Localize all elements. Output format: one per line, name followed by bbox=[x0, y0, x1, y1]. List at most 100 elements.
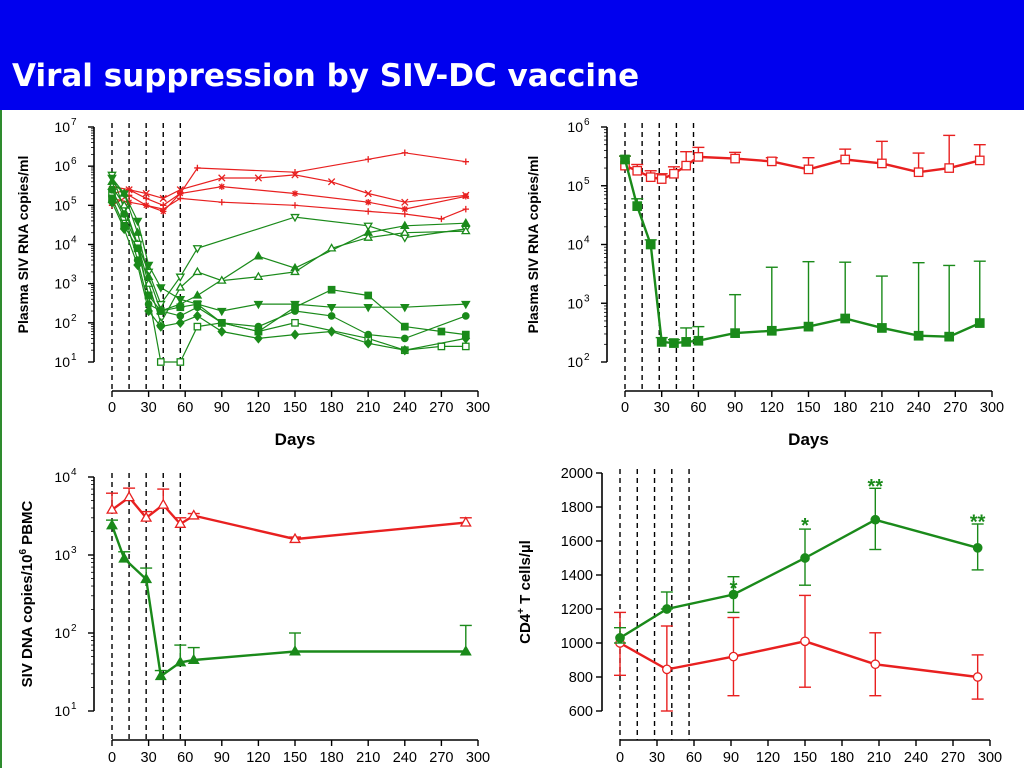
data-point bbox=[400, 345, 410, 356]
x-tick-label: 270 bbox=[429, 400, 453, 416]
data-point bbox=[119, 190, 130, 199]
data-point bbox=[400, 334, 409, 343]
data-point bbox=[119, 200, 130, 209]
data-point bbox=[192, 266, 203, 276]
data-point bbox=[156, 358, 165, 366]
data-point bbox=[254, 174, 263, 182]
data-point bbox=[132, 217, 143, 227]
data-point bbox=[290, 266, 300, 276]
x-tick-label: 180 bbox=[319, 400, 343, 416]
data-point bbox=[156, 307, 165, 315]
x-tick-label: 0 bbox=[108, 400, 116, 416]
data-point bbox=[253, 271, 264, 280]
data-point bbox=[327, 312, 336, 320]
data-point bbox=[290, 329, 300, 340]
data-point bbox=[461, 333, 471, 344]
y-tick-exponent: 4 bbox=[71, 235, 77, 246]
data-point bbox=[462, 158, 469, 165]
y-axis-label: Plasma SIV RNA copies/ml bbox=[15, 156, 31, 334]
y-tick-exponent: 6 bbox=[71, 156, 77, 167]
data-point bbox=[108, 185, 116, 194]
data-point bbox=[156, 321, 166, 332]
data-point bbox=[253, 300, 264, 310]
data-point bbox=[254, 322, 263, 331]
data-point bbox=[253, 251, 264, 260]
data-point bbox=[193, 303, 202, 312]
series-line bbox=[111, 185, 466, 213]
data-point bbox=[143, 261, 154, 271]
data-point bbox=[176, 358, 185, 366]
data-point bbox=[461, 342, 470, 351]
data-point bbox=[437, 327, 446, 336]
series-control bbox=[108, 171, 470, 206]
data-point bbox=[192, 245, 203, 254]
data-point bbox=[216, 275, 227, 284]
x-tick-label: 30 bbox=[141, 400, 157, 416]
data-point bbox=[462, 205, 469, 213]
y-tick-label: 10 bbox=[54, 237, 70, 253]
series-line bbox=[111, 201, 466, 351]
data-point bbox=[254, 333, 263, 344]
data-point bbox=[142, 189, 150, 198]
data-point bbox=[291, 171, 299, 179]
data-point bbox=[216, 307, 227, 317]
data-point bbox=[401, 149, 408, 156]
x-tick-label: 90 bbox=[214, 400, 230, 416]
data-point bbox=[132, 227, 143, 236]
y-tick-label: 10 bbox=[54, 197, 70, 213]
data-point bbox=[155, 284, 166, 293]
data-point bbox=[176, 303, 185, 312]
data-point bbox=[291, 202, 299, 209]
y-tick-exponent: 3 bbox=[71, 274, 77, 285]
series-line bbox=[111, 177, 466, 312]
data-point bbox=[327, 326, 336, 337]
data-point bbox=[363, 338, 373, 349]
data-point bbox=[401, 198, 409, 206]
series-line bbox=[111, 174, 466, 203]
series-vaccinated bbox=[107, 197, 471, 356]
data-point bbox=[460, 225, 471, 235]
data-point bbox=[218, 174, 226, 182]
data-point bbox=[291, 307, 299, 315]
data-point bbox=[159, 194, 167, 203]
x-tick-label: 120 bbox=[246, 400, 270, 416]
data-point bbox=[399, 220, 410, 230]
title-bar bbox=[0, 0, 1024, 110]
data-point bbox=[175, 282, 186, 291]
data-point bbox=[217, 318, 226, 327]
data-point bbox=[142, 202, 150, 209]
data-point bbox=[364, 330, 373, 339]
data-point bbox=[175, 317, 185, 328]
y-tick-label: 10 bbox=[54, 354, 70, 370]
data-point bbox=[290, 213, 300, 223]
y-tick-label: 10 bbox=[54, 158, 70, 174]
y-tick-exponent: 1 bbox=[71, 352, 77, 363]
data-point bbox=[363, 232, 374, 241]
series-line bbox=[111, 152, 466, 206]
data-point bbox=[175, 273, 186, 282]
data-point bbox=[363, 222, 374, 231]
data-point bbox=[218, 183, 225, 190]
data-point bbox=[217, 326, 227, 337]
data-point bbox=[193, 310, 202, 322]
y-tick-exponent: 2 bbox=[71, 313, 77, 324]
data-point bbox=[364, 291, 373, 300]
data-point bbox=[462, 193, 469, 200]
data-point bbox=[401, 210, 408, 218]
x-tick-label: 210 bbox=[356, 400, 380, 416]
data-point bbox=[107, 197, 117, 208]
series-vaccinated bbox=[107, 174, 471, 317]
data-point bbox=[365, 199, 372, 206]
data-point bbox=[192, 290, 203, 299]
data-point bbox=[327, 285, 336, 294]
data-point bbox=[160, 205, 167, 213]
data-point bbox=[107, 174, 117, 184]
y-tick-label: 10 bbox=[54, 119, 70, 135]
data-point bbox=[144, 305, 153, 317]
y-tick-exponent: 5 bbox=[71, 195, 77, 206]
data-point bbox=[177, 195, 184, 202]
x-axis-label: Days bbox=[275, 430, 316, 449]
x-tick-label: 300 bbox=[466, 400, 490, 416]
